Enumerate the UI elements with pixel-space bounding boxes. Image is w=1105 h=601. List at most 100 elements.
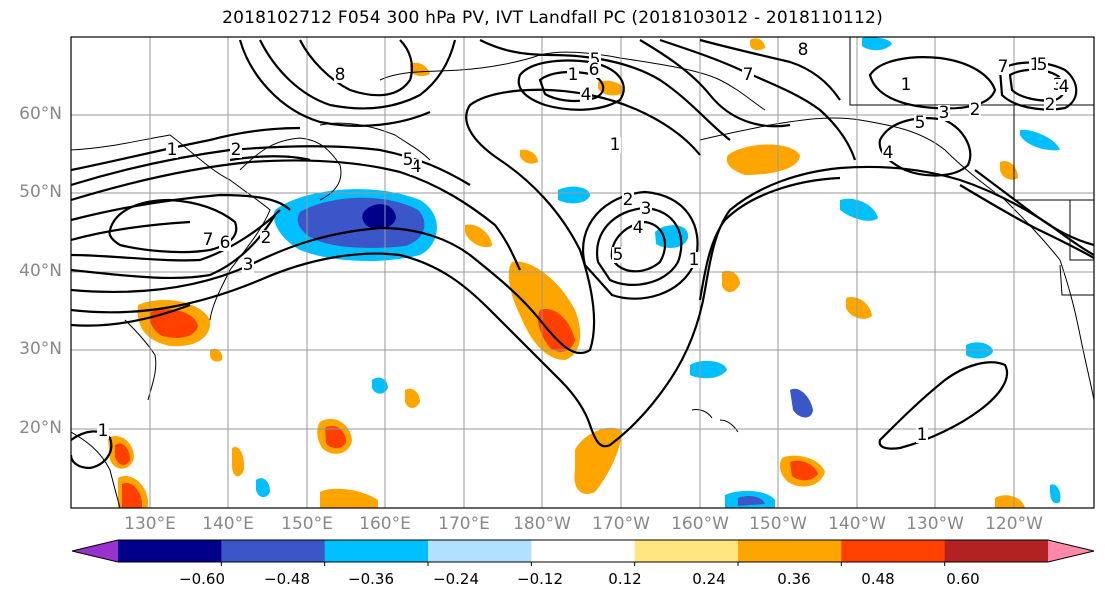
contour-label: 1	[1030, 55, 1041, 75]
contour-label: 2	[261, 228, 272, 248]
colorbar-tick-label: 0.36	[777, 570, 811, 588]
colorbar-segment	[634, 540, 739, 562]
ivt-contours	[71, 38, 1094, 470]
contour-label-bg	[914, 115, 926, 131]
map-frame	[70, 36, 1095, 509]
contour-label-bg	[900, 77, 912, 93]
colorbar-segment	[221, 540, 326, 562]
contour-label: 8	[335, 65, 346, 85]
colorbar-segment	[531, 540, 636, 562]
colorbar-tick-label: 0.12	[608, 570, 642, 588]
contour-labels: 1223456781781541234561234571234511	[97, 40, 1070, 445]
contour-label: 1	[917, 425, 928, 445]
contour-label: 6	[220, 233, 231, 253]
lon-label-180w: 180°W	[513, 514, 571, 534]
lat-label-30n: 30°N	[19, 339, 62, 359]
contour-label: 1	[568, 65, 579, 85]
lon-label-160e: 160°E	[359, 514, 411, 534]
colorbar-segment	[118, 540, 222, 562]
colorbar-tick-label: −0.12	[517, 570, 563, 588]
contour-label-bg	[588, 62, 600, 78]
lat-label-60n: 60°N	[19, 104, 62, 124]
colorbar-segment	[428, 540, 532, 562]
contour-label: 2	[231, 140, 242, 160]
colorbar-segment	[324, 540, 429, 562]
colorbar-tick-label: 0.60	[946, 570, 980, 588]
colorbar-tick-label: −0.48	[264, 570, 310, 588]
lon-label-150e: 150°E	[281, 514, 333, 534]
contour-label-bg	[402, 152, 414, 168]
contour-label-bg	[916, 427, 928, 443]
lon-label-140w: 140°W	[828, 514, 886, 534]
contour-label-bg	[567, 67, 579, 83]
contour-label-bg	[334, 67, 346, 83]
colorbar-segment	[944, 540, 1049, 562]
contour-label-bg	[166, 142, 178, 158]
contour-label-bg	[97, 423, 109, 439]
contour-label: 3	[641, 199, 652, 219]
contour-label: 1	[98, 421, 109, 441]
contour-label: 4	[581, 85, 592, 105]
lat-label-50n: 50°N	[19, 182, 62, 202]
contour-label: 8	[798, 40, 809, 60]
contour-label-bg	[242, 257, 254, 273]
contour-label-bg	[938, 105, 950, 121]
contour-label-bg	[580, 87, 592, 103]
lat-label-20n: 20°N	[19, 418, 62, 438]
graticule	[71, 37, 1094, 508]
lon-label-170e: 170°E	[438, 514, 490, 534]
contour-label-bg	[612, 247, 624, 263]
contour-label: 3	[243, 255, 254, 275]
colorbar-tick-label: 0.48	[861, 570, 895, 588]
contour-label-bg	[969, 102, 981, 118]
colorbar-outline	[71, 539, 1095, 563]
contour-label-bg	[882, 145, 894, 161]
contour-label-bg	[230, 142, 242, 158]
lon-label-120w: 120°W	[985, 514, 1043, 534]
lon-label-150w: 150°W	[749, 514, 807, 534]
contour-label-bg	[742, 67, 754, 83]
contour-label-bg	[997, 59, 1009, 75]
contour-label-bg	[1044, 97, 1056, 113]
contour-label: 5	[915, 113, 926, 133]
contour-label: 1	[901, 75, 912, 95]
colorbar-segment	[841, 540, 946, 562]
lon-label-170w: 170°W	[592, 514, 650, 534]
contour-label-bg	[688, 252, 700, 268]
contour-label-bg	[797, 42, 809, 58]
contour-label-bg	[202, 232, 214, 248]
lat-label-40n: 40°N	[19, 261, 62, 281]
contour-label-bg	[640, 201, 652, 217]
contour-label-bg	[622, 192, 634, 208]
contour-label: 1	[167, 140, 178, 160]
contour-label-bg	[1036, 57, 1048, 73]
colorbar-extend-high	[1048, 540, 1094, 562]
colorbar-tick-label: −0.36	[348, 570, 394, 588]
contour-label: 1	[610, 135, 621, 155]
contour-label-bg	[1058, 79, 1070, 95]
colorbar-tick-label: 0.24	[692, 570, 726, 588]
contour-label-bg	[219, 235, 231, 251]
contour-label: 5	[590, 50, 601, 70]
lon-label-160w: 160°W	[671, 514, 729, 534]
contour-label: 5	[1037, 55, 1048, 75]
lon-label-130e: 130°E	[124, 514, 176, 534]
colorbar	[71, 539, 1095, 566]
colorbar-tick-label: −0.60	[179, 570, 225, 588]
lon-label-140e: 140°E	[202, 514, 254, 534]
contour-label: 2	[970, 100, 981, 120]
colorbar-segment	[738, 540, 842, 562]
contour-label: 3	[939, 103, 950, 123]
contour-label: 4	[411, 157, 422, 177]
contour-label: 1	[689, 250, 700, 270]
contour-label-bg	[609, 137, 621, 153]
lon-label-130w: 130°W	[906, 514, 964, 534]
contour-label: 7	[998, 57, 1009, 77]
contour-label-bg	[260, 230, 272, 246]
contour-label-bg	[632, 220, 644, 236]
contour-label: 7	[743, 65, 754, 85]
contour-label: 5	[403, 150, 414, 170]
contour-label: 6	[589, 60, 600, 80]
contour-label: 7	[203, 230, 214, 250]
